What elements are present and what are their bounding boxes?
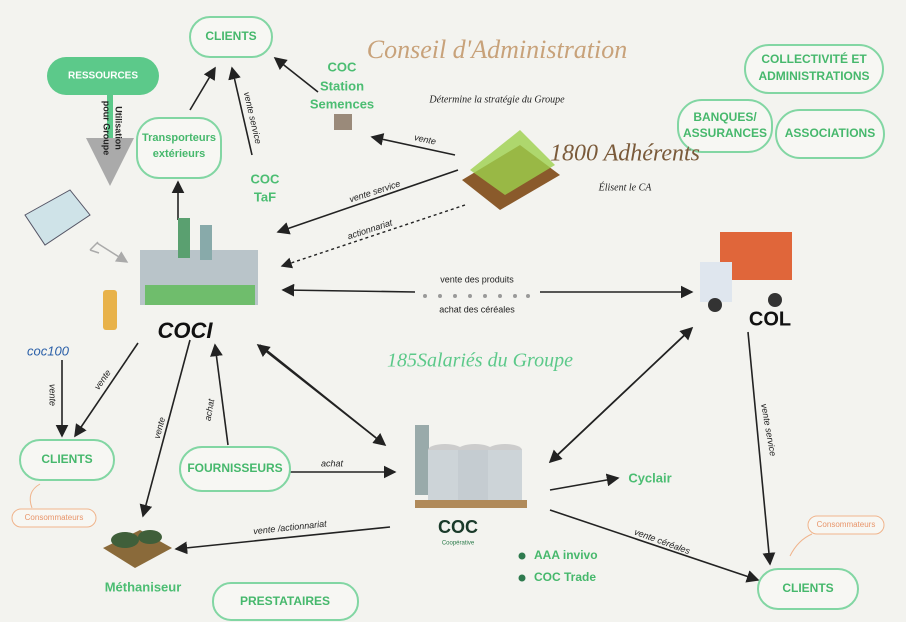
- logo: COL: [749, 308, 791, 330]
- shape: [458, 450, 492, 502]
- box-label: BANQUES/: [693, 110, 757, 124]
- box-label: PRESTATAIRES: [240, 594, 330, 608]
- shape: [453, 294, 457, 298]
- shape: [700, 262, 732, 302]
- box-label: ADMINISTRATIONS: [758, 69, 869, 83]
- entity-label: COC: [328, 59, 358, 74]
- box-label: Consommateurs: [817, 520, 876, 529]
- edge-label: vente: [48, 384, 58, 406]
- shape: [145, 285, 255, 305]
- shape: [178, 218, 190, 258]
- box-label: Transporteurs: [142, 132, 216, 144]
- shape: [768, 293, 782, 307]
- logo: Coopérative: [442, 541, 475, 547]
- logo: coc100: [27, 343, 70, 358]
- edge-label: achat des céréales: [439, 304, 515, 314]
- shape: [138, 530, 162, 544]
- bullet: [519, 575, 526, 582]
- shape: [438, 294, 442, 298]
- box-label: COLLECTIVITÉ ET: [761, 51, 867, 66]
- shape: [200, 225, 212, 260]
- entity-label: TaF: [254, 189, 276, 204]
- box-label: extérieurs: [153, 148, 206, 160]
- shape: [415, 500, 527, 508]
- bullet: [519, 553, 526, 560]
- shape: [483, 294, 487, 298]
- entity-label: Cyclair: [628, 470, 671, 485]
- shape: [423, 294, 427, 298]
- entity-label: Semences: [310, 96, 374, 111]
- edge-label: vente des produits: [440, 274, 514, 284]
- logo: COC: [438, 517, 478, 537]
- members-subtitle: Élisent le CA: [598, 181, 653, 193]
- shape: [488, 450, 522, 502]
- shape: [498, 294, 502, 298]
- shape: [103, 290, 117, 330]
- shape: [526, 294, 530, 298]
- box-label: FOURNISSEURS: [187, 461, 282, 475]
- entity-label: COC: [251, 171, 281, 186]
- box-label: ASSOCIATIONS: [785, 126, 875, 140]
- employees: 185Salariés du Groupe: [387, 350, 573, 372]
- shape: [468, 294, 472, 298]
- shape: [111, 532, 139, 548]
- box-label: CLIENTS: [782, 581, 833, 595]
- box-label: Consommateurs: [25, 513, 84, 522]
- box-label: CLIENTS: [205, 29, 256, 43]
- council-title: Conseil d'Administration: [367, 35, 628, 64]
- box-label: ASSURANCES: [683, 126, 767, 140]
- edge-label: achat: [321, 458, 344, 468]
- council-subtitle: Détermine la stratégie du Groupe: [428, 94, 565, 105]
- building-icon: [334, 114, 352, 130]
- subsidiary: COC Trade: [534, 570, 596, 584]
- shape: [708, 298, 722, 312]
- box-label: CLIENTS: [41, 452, 92, 466]
- shape: [415, 425, 429, 495]
- entity-label: Méthaniseur: [105, 579, 182, 594]
- subsidiary: AAA invivo: [534, 548, 598, 562]
- members-title: 1800 Adhérents: [550, 141, 700, 167]
- logo: COCI: [158, 318, 214, 343]
- entity-label: Station: [320, 78, 364, 93]
- diagram: CLIENTS RESSOURCES Transporteurs extérie…: [0, 0, 906, 622]
- shape: [513, 294, 517, 298]
- shape: [428, 450, 462, 502]
- box-label: RESSOURCES: [68, 71, 138, 82]
- edge-label: pour Groupe: [102, 101, 112, 156]
- edge-label: Utilisation: [114, 106, 124, 150]
